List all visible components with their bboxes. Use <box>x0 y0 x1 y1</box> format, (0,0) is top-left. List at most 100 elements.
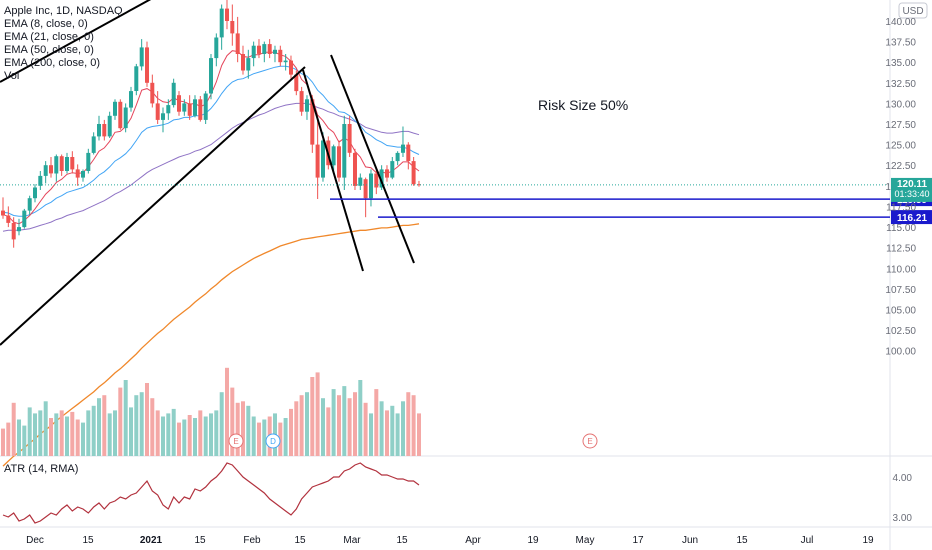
candle-body <box>17 227 21 232</box>
volume-bar <box>326 407 331 456</box>
candle-body <box>347 124 352 153</box>
candle-body <box>70 157 75 170</box>
volume-bar <box>283 418 288 456</box>
volume-bar <box>417 413 421 456</box>
volume-layer <box>1 367 421 456</box>
candle-body <box>235 33 240 54</box>
volume-bar <box>385 410 389 456</box>
volume-bar <box>241 401 245 456</box>
event-marker[interactable] <box>582 433 598 449</box>
candle-body <box>241 54 245 71</box>
candle-body <box>230 21 235 34</box>
volume-bar <box>187 415 192 456</box>
time-tick-label: Jul <box>801 535 814 546</box>
candle-body <box>395 152 400 162</box>
time-tick-label: 15 <box>736 535 748 546</box>
time-tick-label: Dec <box>26 535 44 546</box>
volume-bar <box>6 422 11 456</box>
legend-ema21[interactable]: EMA (21, close, 0) <box>4 31 94 43</box>
volume-bar <box>97 398 101 456</box>
candle-body <box>59 156 64 171</box>
volume-bar <box>177 422 181 456</box>
candle-body <box>214 37 219 59</box>
time-tick-label: 15 <box>294 535 306 546</box>
volume-bar <box>86 410 91 456</box>
legend-atr[interactable]: ATR (14, RMA) <box>4 463 78 475</box>
candle-body <box>38 175 43 186</box>
candle-body <box>219 8 224 38</box>
candles-layer <box>1 0 421 248</box>
atr-axis[interactable]: 4.00 3.00 <box>893 473 913 524</box>
volume-bar <box>1 428 5 456</box>
candle-body <box>11 222 16 240</box>
price-tick-label: 122.50 <box>885 161 916 172</box>
event-marker-label[interactable]: E <box>233 437 238 446</box>
volume-bar <box>315 372 320 456</box>
time-axis[interactable]: Dec 15 2021 15 Feb 15 Mar 15 Apr 19 May 17 Jun 15 Jul 1… <box>26 535 874 546</box>
candle-body <box>161 113 165 120</box>
trendlines[interactable] <box>0 0 415 346</box>
candle-body <box>145 47 149 83</box>
volume-bar <box>182 419 187 456</box>
volume-bar <box>411 395 416 456</box>
volume-bar <box>11 402 16 456</box>
legend-ema8[interactable]: EMA (8, close, 0) <box>4 18 88 30</box>
candle-body <box>369 173 373 199</box>
candle-body <box>75 169 80 178</box>
candle-body <box>385 169 389 178</box>
currency-box[interactable] <box>898 2 928 19</box>
candle-body <box>321 140 325 178</box>
volume-bar <box>390 405 395 456</box>
candle-body <box>331 146 336 166</box>
level-tag[interactable] <box>891 210 932 225</box>
legend-volume[interactable]: Vol <box>4 70 19 82</box>
price-tick-label: 100.00 <box>885 347 916 358</box>
volume-bar <box>161 416 165 456</box>
volume-bar <box>102 395 107 456</box>
event-marker-label[interactable]: E <box>587 437 592 446</box>
currency-label[interactable]: USD <box>902 6 923 17</box>
time-tick-label: Apr <box>465 535 481 546</box>
volume-bar <box>150 398 155 456</box>
legend-ema50[interactable]: EMA (50, close, 0) <box>4 44 94 56</box>
last-price-tag-bg <box>891 177 932 202</box>
price-tick-label: 125.00 <box>885 141 916 152</box>
price-tick-label: 112.50 <box>886 244 916 255</box>
candle-body <box>65 157 69 171</box>
volume-bar <box>65 416 69 456</box>
candle-body <box>1 210 5 216</box>
candle-body <box>129 91 133 108</box>
volume-bar <box>379 401 384 456</box>
volume-bar <box>331 389 336 456</box>
risk-size-annotation[interactable]: Risk Size 50% <box>538 97 628 113</box>
volume-bar <box>22 425 27 456</box>
chart-title: Apple Inc, 1D, NASDAQ <box>4 5 123 17</box>
volume-bar <box>38 410 43 456</box>
event-marker[interactable] <box>228 433 244 449</box>
volume-bar <box>155 410 160 456</box>
candle-body <box>273 49 277 54</box>
volume-bar <box>395 413 400 456</box>
price-tick-label: 135.00 <box>885 58 916 69</box>
level-tag-value[interactable]: 116.21 <box>897 213 927 224</box>
event-marker[interactable] <box>265 433 281 449</box>
legend-ema200[interactable]: EMA (200, close, 0) <box>4 57 100 69</box>
event-marker-label[interactable]: D <box>270 437 276 446</box>
time-tick-label: Feb <box>243 535 261 546</box>
candle-body <box>91 136 96 153</box>
trendline-rising[interactable] <box>0 66 306 346</box>
trendline-top-left[interactable] <box>0 0 160 83</box>
volume-bar <box>139 392 144 456</box>
volume-bar <box>369 413 373 456</box>
volume-bar <box>342 386 347 456</box>
trendline-channel-lower[interactable] <box>302 69 364 272</box>
volume-bar <box>299 395 304 456</box>
candle-body <box>262 44 267 54</box>
volume-bar <box>257 422 261 456</box>
volume-bar <box>193 418 197 456</box>
volume-bar <box>363 402 368 456</box>
trendline-channel-upper[interactable] <box>330 54 415 264</box>
candle-body <box>198 99 203 120</box>
